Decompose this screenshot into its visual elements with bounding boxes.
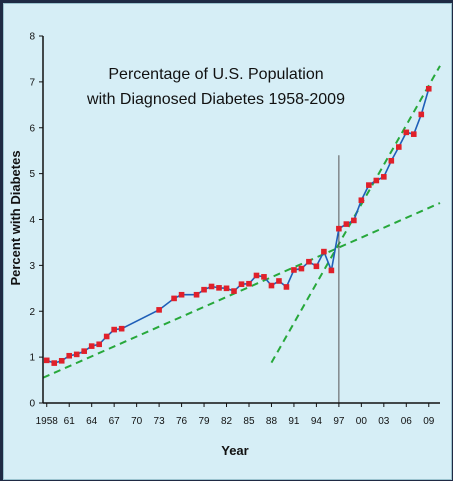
- x-tick-label: 79: [198, 416, 210, 427]
- chart-title-line-2: with Diagnosed Diabetes 1958-2009: [86, 91, 345, 108]
- x-tick-label: 67: [109, 416, 121, 427]
- data-point: [306, 258, 312, 265]
- x-axis-title: Year: [221, 443, 248, 458]
- data-point: [216, 285, 222, 291]
- y-tick-label: 5: [29, 169, 35, 180]
- x-tick-label: 88: [266, 416, 278, 427]
- x-tick-label: 1958: [36, 416, 59, 427]
- data-point: [253, 272, 260, 279]
- data-point: [81, 348, 87, 354]
- data-point: [208, 283, 215, 290]
- data-point: [43, 357, 50, 364]
- y-tick-label: 8: [29, 32, 35, 43]
- data-point: [410, 131, 417, 137]
- data-point: [96, 341, 102, 348]
- data-point: [381, 174, 387, 180]
- data-point: [283, 284, 290, 290]
- data-point: [388, 157, 395, 164]
- data-point: [51, 360, 58, 366]
- data-point: [396, 144, 402, 150]
- data-point: [351, 217, 357, 224]
- x-ticks: 1958 61 64 67 70 73 76 79 82 85 88 91 94 97 00 03 06 09: [36, 403, 435, 427]
- data-point: [425, 85, 432, 92]
- chart-panel: [3, 3, 452, 480]
- data-point: [231, 288, 237, 294]
- data-point: [261, 274, 267, 280]
- x-tick-label: 00: [356, 416, 368, 427]
- data-point: [171, 295, 177, 302]
- series: [46, 88, 430, 364]
- y-tick-label: 7: [29, 77, 35, 88]
- trend-line: [42, 202, 441, 379]
- data-point: [238, 281, 245, 287]
- x-tick-label: 85: [243, 416, 255, 427]
- data-point: [223, 285, 230, 292]
- y-tick-label: 1: [29, 353, 35, 364]
- y-tick-label: 6: [29, 123, 35, 134]
- y-axis-title: Percent with Diabetes: [8, 150, 23, 285]
- series-line: [46, 88, 430, 364]
- data-point: [291, 267, 297, 273]
- data-point: [246, 280, 252, 287]
- data-point: [418, 111, 425, 118]
- data-point: [111, 326, 117, 333]
- data-point: [298, 265, 305, 272]
- data-point: [193, 291, 200, 298]
- data-point: [373, 177, 380, 184]
- data-point: [66, 352, 73, 359]
- x-tick-label: 06: [401, 416, 413, 427]
- x-tick-label: 76: [176, 416, 188, 427]
- data-point: [178, 291, 185, 298]
- data-markers: [43, 85, 432, 366]
- x-tick-label: 97: [333, 416, 345, 427]
- x-tick-label: 64: [86, 416, 98, 427]
- data-point: [403, 129, 410, 136]
- data-point: [103, 333, 110, 340]
- chart-title-line-1: Percentage of U.S. Population: [108, 66, 323, 83]
- data-point: [358, 197, 365, 204]
- y-tick-label: 0: [29, 399, 35, 410]
- x-tick-label: 91: [288, 416, 300, 427]
- data-point: [343, 221, 350, 227]
- x-tick-label: 61: [64, 416, 76, 427]
- data-point: [313, 263, 320, 270]
- data-point: [88, 343, 95, 349]
- x-tick-label: 82: [221, 416, 233, 427]
- data-point: [328, 267, 335, 274]
- data-point: [268, 282, 275, 289]
- data-point: [321, 248, 327, 255]
- x-tick-label: 09: [423, 416, 435, 427]
- data-point: [73, 351, 80, 358]
- data-point: [201, 286, 207, 293]
- x-tick-label: 03: [378, 416, 390, 427]
- y-tick-label: 4: [29, 215, 35, 226]
- trend-lines: [42, 65, 441, 379]
- x-tick-label: 94: [311, 416, 323, 427]
- data-point: [118, 325, 125, 332]
- x-tick-label: 73: [154, 416, 166, 427]
- y-ticks: 0 1 2 3 4 5 6 7 8: [29, 32, 43, 410]
- data-point: [336, 225, 342, 232]
- data-point: [276, 278, 282, 284]
- data-point: [156, 307, 162, 313]
- x-tick-label: 70: [131, 416, 143, 427]
- y-tick-label: 3: [29, 261, 35, 272]
- data-point: [366, 182, 372, 188]
- y-tick-label: 2: [29, 307, 35, 318]
- data-point: [58, 357, 65, 364]
